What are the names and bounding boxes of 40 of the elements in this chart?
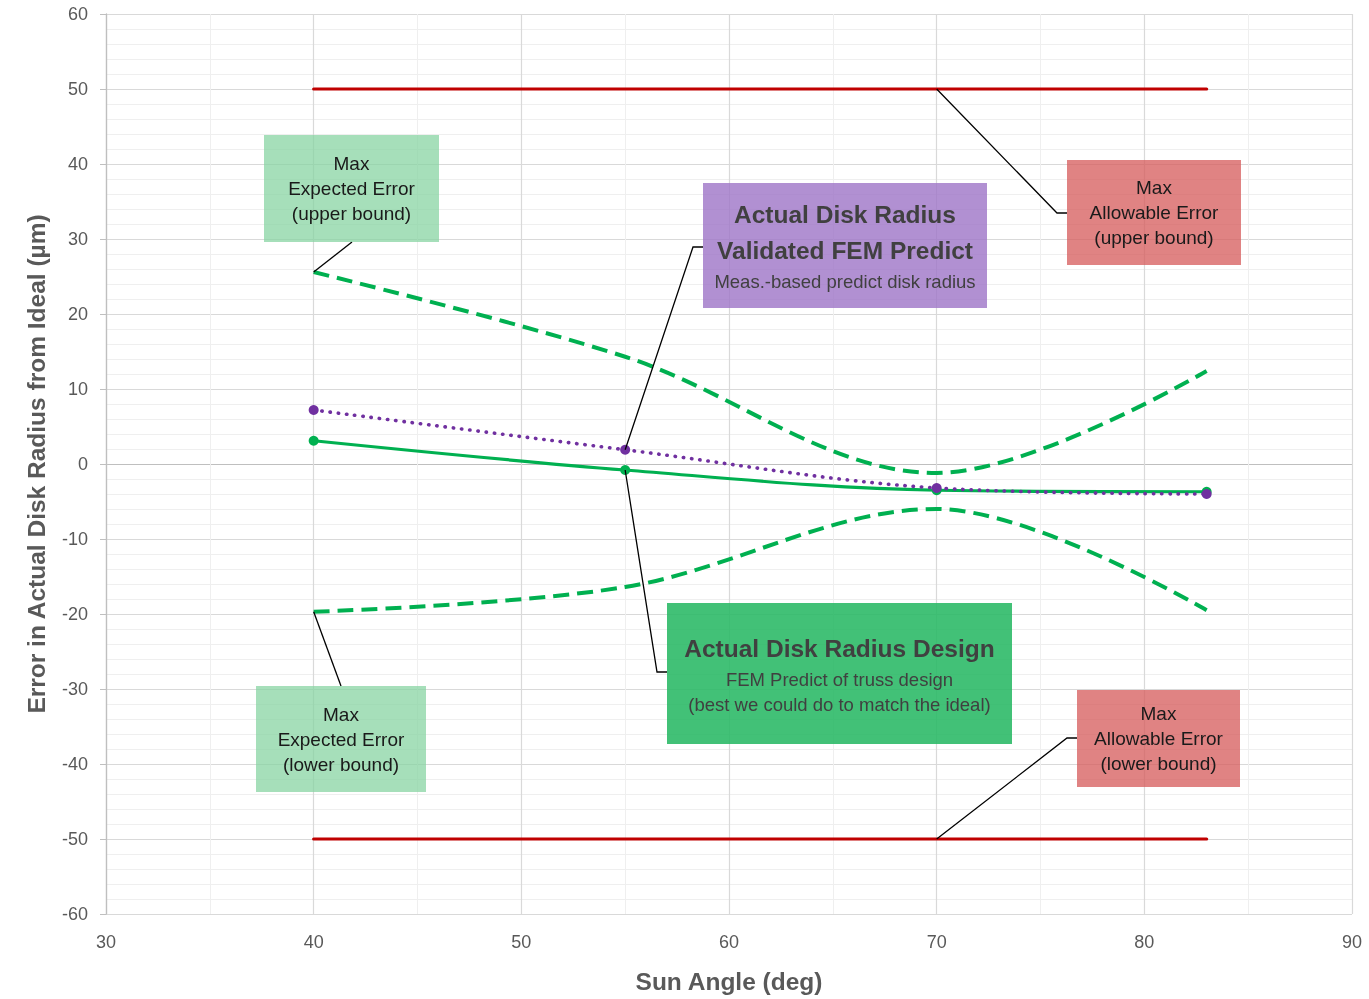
x-tick-label: 80 xyxy=(1134,932,1155,952)
y-tick-label: -40 xyxy=(61,754,88,774)
point xyxy=(308,405,319,415)
annotation: Actual Disk Radius Design FEM Predict of truss design (best we could do to match the ideal) xyxy=(683,633,996,717)
x-axis-title: Sun Angle (deg) xyxy=(635,968,823,995)
callout-box: Max Expected Error (upper bound) xyxy=(264,135,439,242)
x-tick-label: 70 xyxy=(926,932,947,952)
callout-box: Actual Disk Radius Validated FEM Predict Meas.-based predict disk radius xyxy=(703,183,987,308)
y-tick-label: 60 xyxy=(67,4,88,24)
annotation: Max Allowable Error (upper bound) xyxy=(1088,176,1220,250)
annotation: Max Expected Error (lower bound) xyxy=(276,702,406,777)
y-axis-title: Error in Actual Disk Radius from Ideal (µm) xyxy=(23,214,50,714)
line-series xyxy=(311,507,1209,614)
callout-box: Max Expected Error (lower bound) xyxy=(256,686,426,792)
y-tick-label: 40 xyxy=(67,154,88,174)
annotation: Max Allowable Error (lower bound) xyxy=(1093,702,1224,776)
y-tick-label: 10 xyxy=(67,379,88,399)
y-tick-label: 50 xyxy=(67,79,88,99)
x-tick-label: 30 xyxy=(95,932,117,952)
y-tick-label: 0 xyxy=(77,454,88,474)
y-tick-label: -20 xyxy=(61,604,88,624)
callout-box: Actual Disk Radius Design FEM Predict of truss design (best we could do to match the ideal) xyxy=(667,603,1012,744)
point xyxy=(620,444,631,455)
point xyxy=(308,435,319,446)
line-series xyxy=(311,270,1209,475)
y-tick-label: -60 xyxy=(61,904,88,924)
x-tick-label: 50 xyxy=(511,932,532,952)
x-tick-label: 60 xyxy=(718,932,740,952)
y-tick-label: 20 xyxy=(67,304,88,324)
y-tick-label: -10 xyxy=(61,529,88,549)
annotation: Max Expected Error (upper bound) xyxy=(287,152,416,226)
y-tick-label: -30 xyxy=(61,679,88,699)
callout-box: Max Allowable Error (lower bound) xyxy=(1077,690,1240,787)
x-tick-label: 90 xyxy=(1341,932,1363,952)
callout-box: Max Allowable Error (upper bound) xyxy=(1067,160,1241,265)
y-tick-label: -50 xyxy=(61,829,88,849)
y-tick-label: 30 xyxy=(67,229,88,249)
annotation: Actual Disk Radius Validated FEM Predict Meas.-based predict disk radius xyxy=(713,200,977,294)
point xyxy=(620,465,631,475)
x-tick-label: 40 xyxy=(303,932,324,952)
